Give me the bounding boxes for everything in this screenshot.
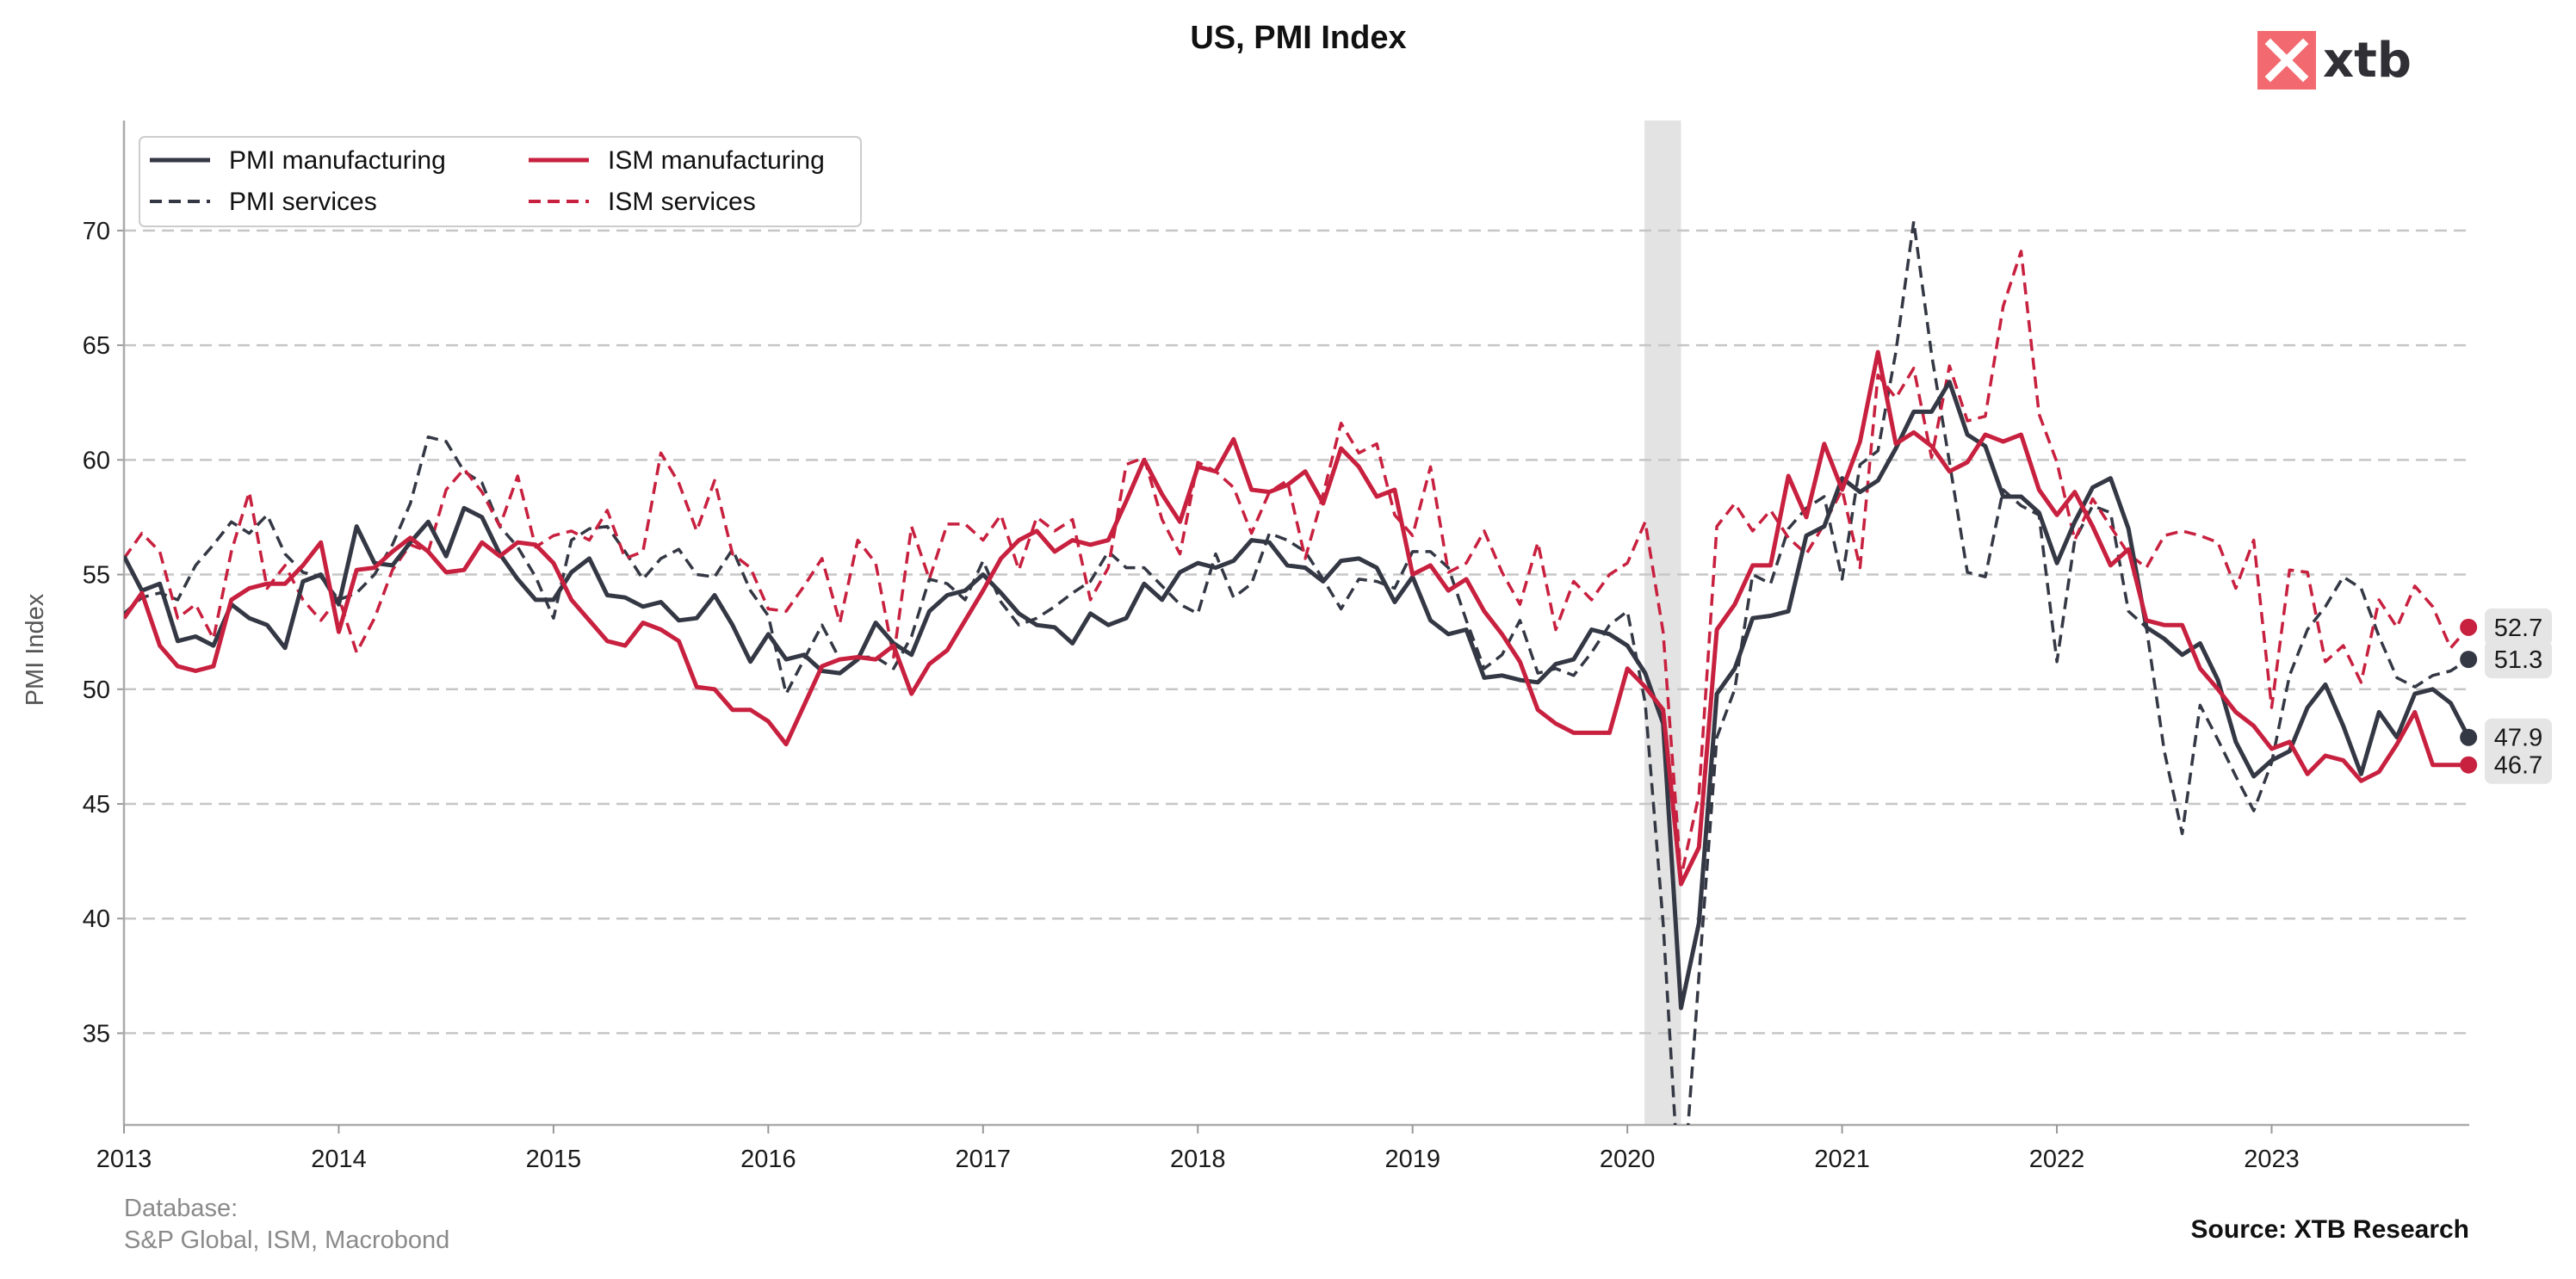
y-tick-label: 45: [83, 791, 110, 819]
legend-item-ism-manufacturing: ISM manufacturing: [529, 146, 825, 175]
end-value-box: [2485, 608, 2552, 646]
database-sources: S&P Global, ISM, Macrobond: [124, 1226, 449, 1254]
end-marker: [2460, 728, 2478, 746]
y-tick-label: 65: [83, 332, 110, 360]
end-value-label: 51.3: [2494, 646, 2542, 674]
legend-item-pmi-manufacturing: PMI manufacturing: [150, 146, 446, 175]
x-tick-label: 2015: [526, 1146, 582, 1173]
legend-label: PMI manufacturing: [229, 146, 446, 175]
x-tick-label: 2014: [311, 1146, 367, 1173]
chart-title: US, PMI Index: [1190, 20, 1406, 56]
legend-item-pmi-services: PMI services: [150, 188, 377, 216]
y-tick-label: 40: [83, 905, 110, 933]
xtb-logo: xtb: [2257, 31, 2412, 90]
database-label: Database:: [124, 1195, 238, 1222]
series-line-pmi-manufacturing: [124, 380, 2471, 1010]
end-value-box: [2485, 640, 2552, 679]
series-line-ism-services: [124, 250, 2470, 879]
x-tick-label: 2022: [2029, 1146, 2085, 1173]
legend-label: PMI services: [229, 188, 377, 216]
series-line-ism-manufacturing: [124, 349, 2469, 887]
x-tick-label: 2017: [956, 1146, 1012, 1173]
end-marker: [2460, 756, 2478, 774]
legend: PMI manufacturing ISM manufacturing PMI …: [139, 136, 862, 227]
legend-label: ISM manufacturing: [608, 146, 825, 175]
x-tick-label: 2020: [1600, 1146, 1656, 1173]
legend-label: ISM services: [608, 188, 756, 216]
x-tick-label: 2023: [2244, 1146, 2300, 1173]
end-value-label: 46.7: [2494, 752, 2542, 780]
end-marker: [2460, 651, 2478, 669]
y-tick-label: 50: [83, 677, 110, 704]
y-tick-label: 55: [83, 562, 110, 590]
x-tick-label: 2013: [96, 1146, 152, 1173]
legend-item-ism-services: ISM services: [529, 188, 756, 216]
logo-text: xtb: [2323, 33, 2412, 89]
x-tick-label: 2018: [1170, 1146, 1226, 1173]
y-tick-label: 35: [83, 1020, 110, 1047]
series-line-pmi-services: [124, 219, 2470, 1125]
x-tick-label: 2021: [1814, 1146, 1870, 1173]
end-value-label: 52.7: [2494, 615, 2542, 642]
end-marker: [2460, 618, 2478, 636]
y-tick-label: 70: [83, 218, 110, 245]
source-note: Source: XTB Research: [2191, 1215, 2469, 1244]
y-tick-label: 60: [83, 447, 110, 474]
y-axis-label: PMI Index: [22, 593, 49, 706]
x-tick-label: 2016: [740, 1146, 796, 1173]
x-tick-label: 2019: [1384, 1146, 1440, 1173]
end-value-box: [2485, 745, 2552, 784]
